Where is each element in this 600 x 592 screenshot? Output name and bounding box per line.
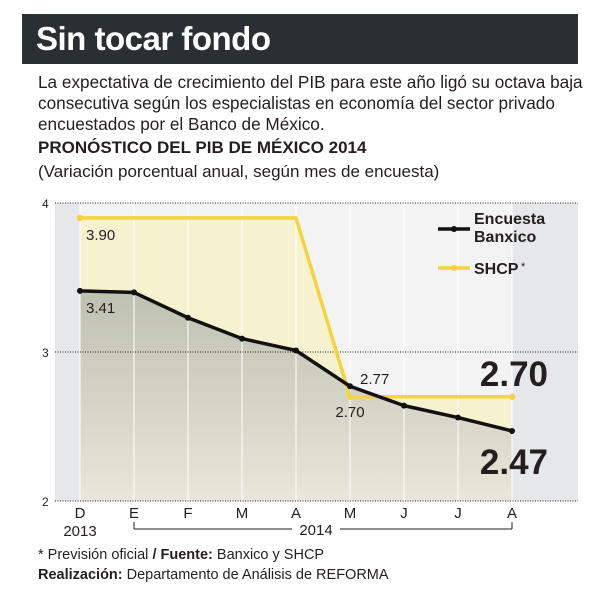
year-label-2014: 2014	[299, 522, 332, 539]
banxico-point	[455, 414, 461, 421]
footnote-prefix: * Previsión oficial	[38, 547, 149, 563]
banxico-point	[401, 402, 407, 409]
credit-label: Realización:	[38, 567, 123, 583]
x-tick-label: A	[507, 505, 517, 522]
legend-shcp-asterisk: *	[521, 261, 526, 273]
credit: Realización: Departamento de Análisis de…	[38, 567, 389, 583]
chart-subtitle: (Variación porcentual anual, según mes d…	[38, 162, 440, 181]
shcp-point	[508, 393, 516, 400]
banxico-point	[77, 287, 83, 294]
x-tick-label: A	[291, 505, 301, 522]
banxico-label-end: 2.47	[480, 443, 548, 482]
x-tick-label: E	[129, 505, 139, 522]
banxico-point	[131, 289, 137, 296]
banxico-point	[185, 314, 191, 321]
banxico-point	[347, 383, 353, 390]
x-tick-label: J	[400, 505, 408, 522]
shcp-line	[80, 216, 512, 399]
source-value: Banxico y SHCP	[212, 547, 325, 563]
banxico-point	[509, 427, 515, 434]
shcp-label-may: 2.70	[335, 404, 364, 421]
banxico-label-may: 2.77	[360, 371, 389, 388]
legend-banxico-label: Encuesta Banxico	[474, 211, 545, 246]
banxico-label-start: 3.41	[86, 300, 115, 317]
banxico-point	[239, 335, 245, 342]
chart-title: PRONÓSTICO DEL PIB DE MÉXICO 2014	[38, 138, 367, 157]
footnote-separator: /	[148, 547, 161, 563]
page-title: Sin tocar fondo	[36, 20, 271, 57]
source-label: Fuente:	[160, 547, 213, 563]
y-tick-label: 2	[42, 495, 49, 509]
shcp-label-start: 3.90	[86, 227, 115, 244]
credit-value: Departamento de Análisis de REFORMA	[122, 567, 389, 583]
shcp-label-end: 2.70	[480, 355, 548, 394]
banxico-point	[293, 347, 299, 354]
x-tick-label: D	[75, 505, 86, 522]
legend-shcp-dot	[451, 265, 457, 271]
legend-shcp-label: SHCP	[474, 261, 519, 278]
footnote: * Previsión oficial / Fuente: Banxico y …	[38, 547, 324, 563]
shcp-point	[346, 393, 354, 400]
x-tick-label: M	[344, 505, 357, 522]
lede-text: La expectativa de crecimiento del PIB pa…	[38, 72, 583, 134]
header-bar: Sin tocar fondo	[22, 14, 578, 64]
y-tick-label: 4	[42, 197, 49, 211]
year-label-2013: 2013	[63, 523, 96, 540]
legend-banxico-line1: Encuesta	[474, 211, 545, 228]
x-tick-label: M	[236, 505, 249, 522]
y-tick-label: 3	[42, 346, 49, 360]
legend-banxico-line2: Banxico	[474, 229, 536, 246]
x-tick-label: F	[183, 505, 192, 522]
shcp-point	[76, 214, 84, 222]
x-tick-label: J	[454, 505, 462, 522]
legend-banxico-dot	[451, 226, 457, 232]
